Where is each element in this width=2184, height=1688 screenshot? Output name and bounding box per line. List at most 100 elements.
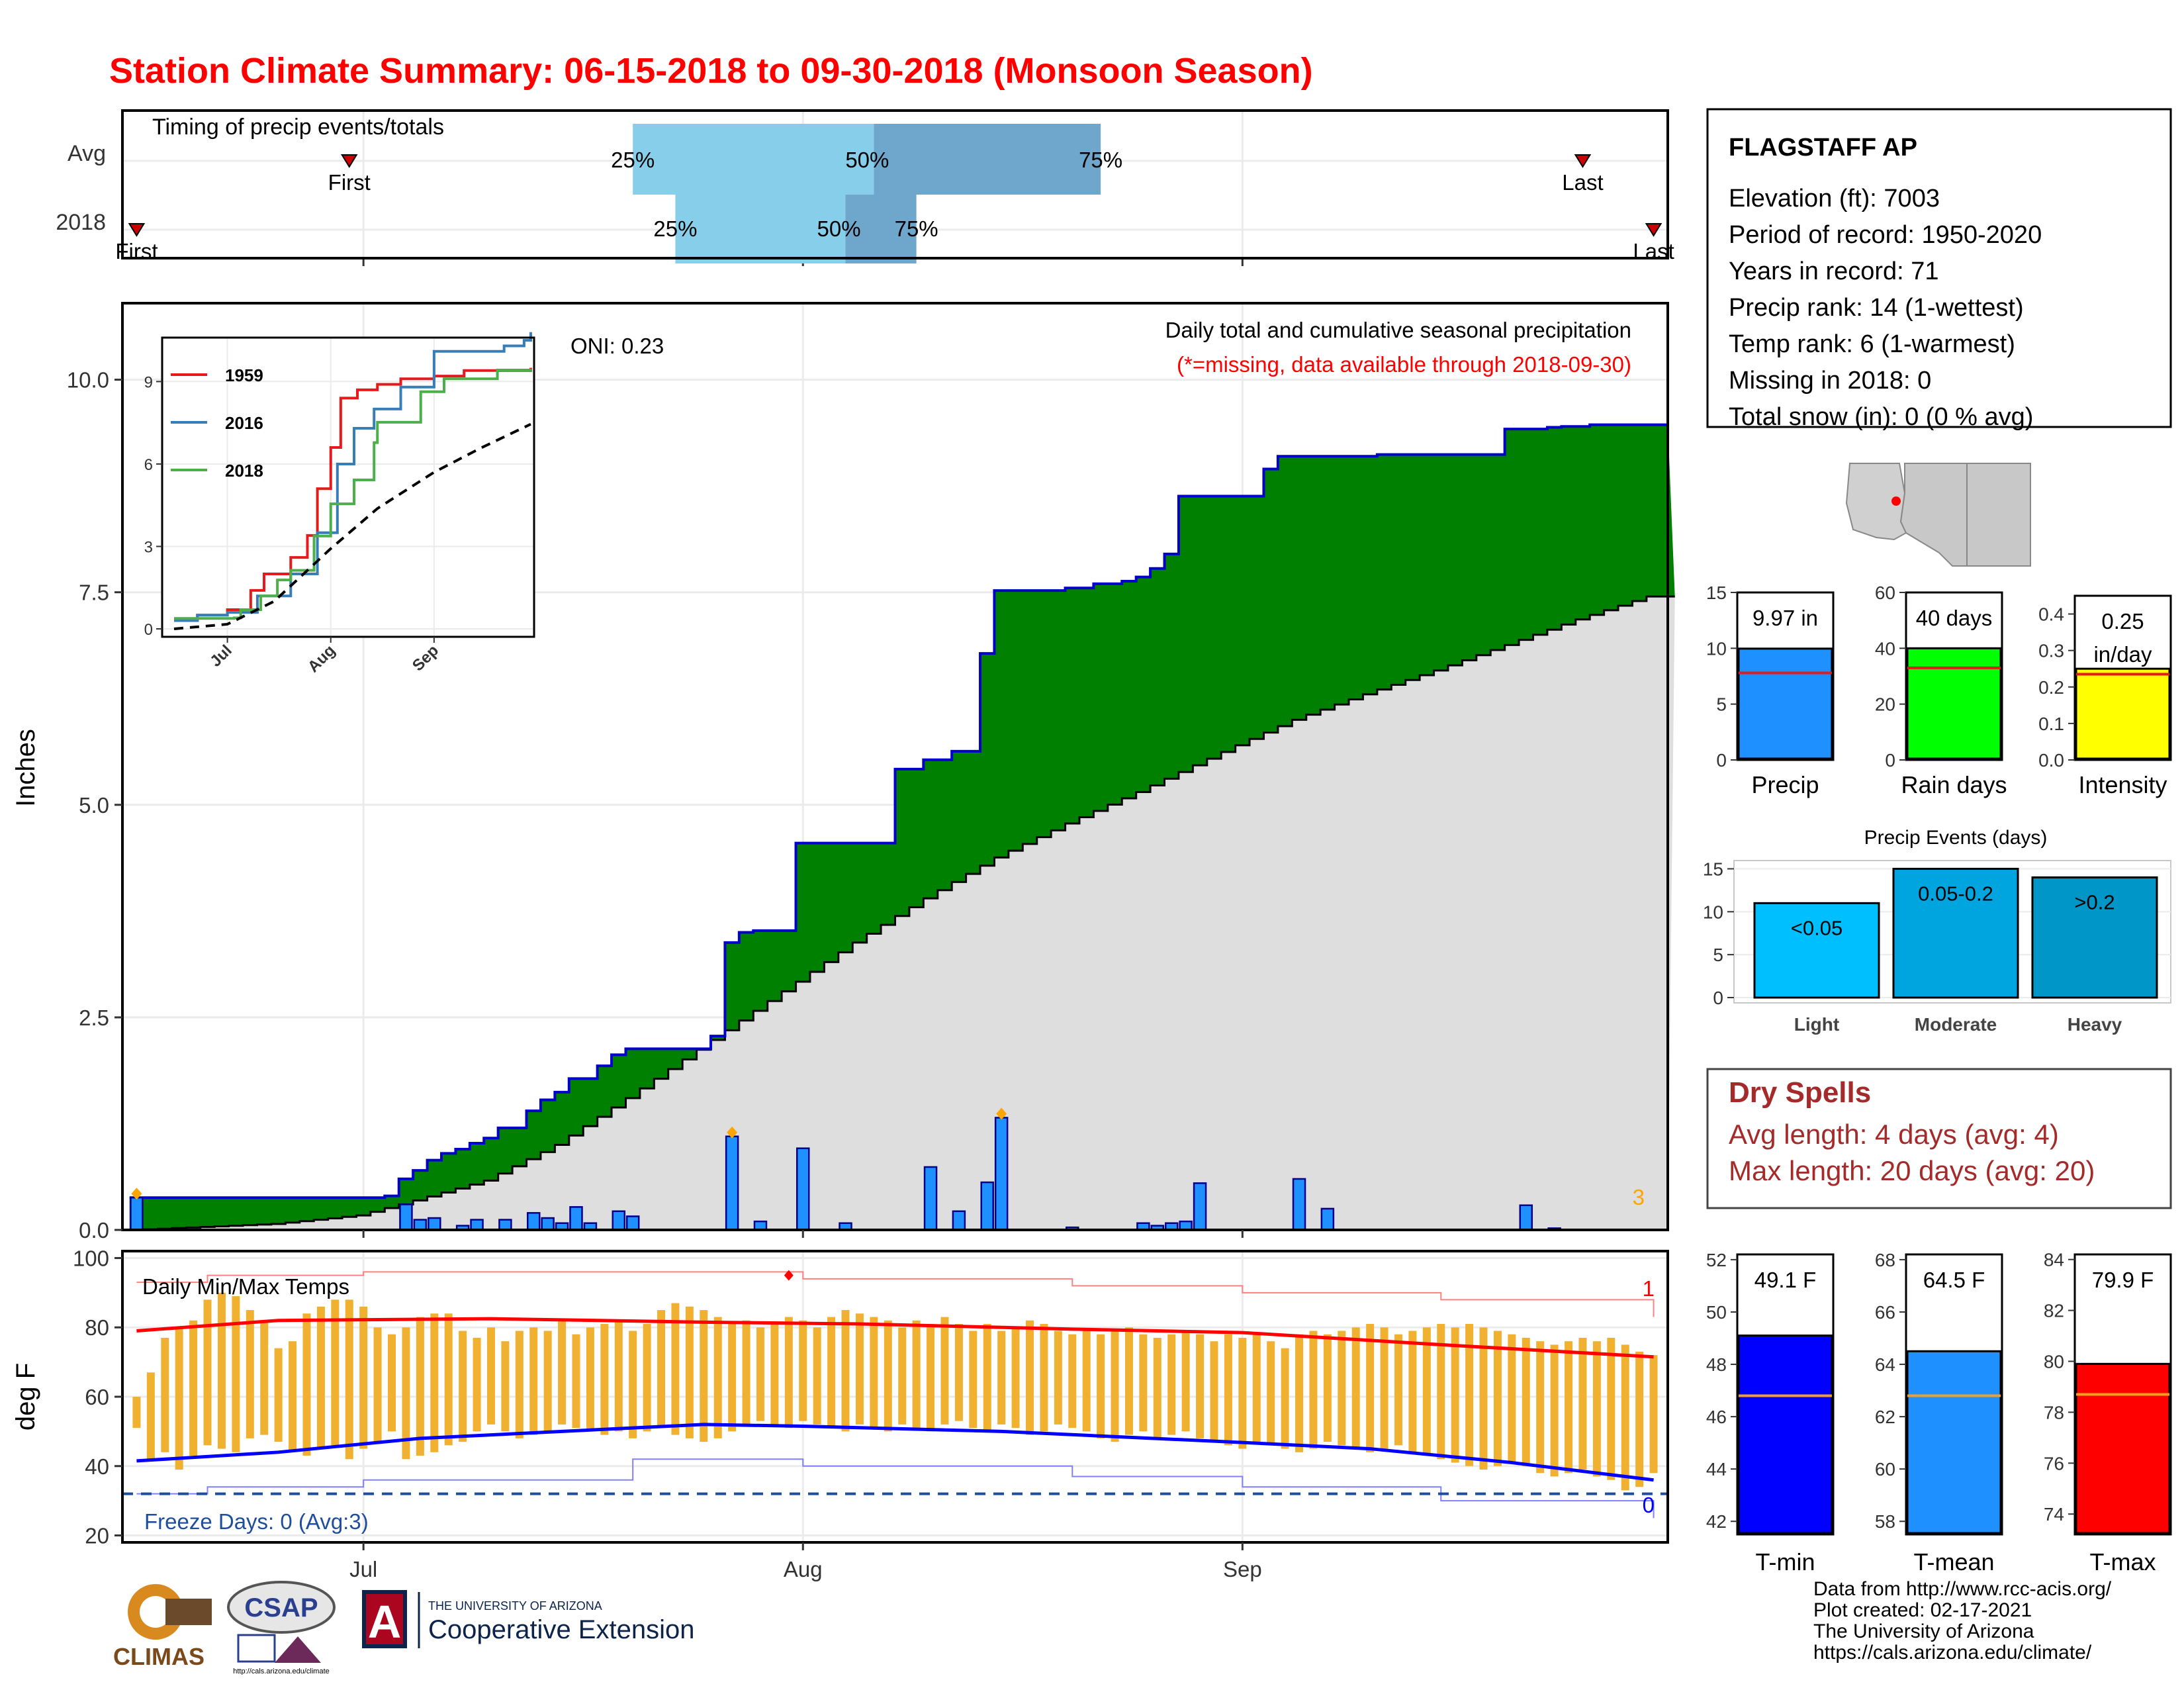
temp-range-bar-73 <box>1167 1334 1176 1435</box>
events-bar-label-2: >0.2 <box>2074 890 2115 914</box>
temp-range-bar-63 <box>1026 1320 1034 1435</box>
station-info: FLAGSTAFF AP Elevation (ft): 7003 Period… <box>1706 108 2172 431</box>
timing-box-avg-25-50 <box>633 124 874 195</box>
temp-range-bar-5 <box>203 1299 212 1446</box>
temp-range-bar-67 <box>1082 1331 1091 1432</box>
events-bar-1 <box>1892 867 2019 999</box>
timing-p75-avg: 75% <box>1079 148 1122 172</box>
timing-last-marker-y2018 <box>1645 223 1662 237</box>
temp-gauge-ytick-label-0-1: 44 <box>1706 1459 1727 1479</box>
temp-record-max-line <box>136 1271 1655 1317</box>
station-line-4: Temp rank: 6 (1-warmest) <box>1729 330 2015 358</box>
temp-range-bar-44 <box>756 1327 764 1421</box>
csap-logo: CSAP http://cals.arizona.edu/climate <box>227 1581 336 1675</box>
temp-range-bar-17 <box>373 1327 382 1442</box>
csap-mountain-icon <box>275 1636 321 1663</box>
temp-gauge-ytick-label-1-5: 68 <box>1875 1250 1895 1270</box>
gauge-value-0: 9.97 in <box>1752 606 1818 630</box>
timing-row-2018: 2018 <box>56 210 106 235</box>
inset-avg-series <box>173 422 531 630</box>
precip-ytick-label-4: 10.0 <box>67 368 109 393</box>
temp-range-bar-6 <box>217 1292 226 1449</box>
temp-range-bar-99 <box>1536 1341 1545 1474</box>
legend-1959: 1959 <box>225 365 263 385</box>
precip-marker-1 <box>727 1126 738 1139</box>
temp-range-bar-36 <box>643 1324 651 1432</box>
temp-range-bar-24 <box>473 1337 481 1432</box>
temp-range-bar-82 <box>1295 1334 1304 1452</box>
temp-gauge-ytick-label-2-0: 74 <box>2044 1504 2064 1524</box>
precip-daily-bar-16 <box>796 1147 810 1231</box>
station-name: FLAGSTAFF AP <box>1729 134 1917 162</box>
temp-range-bar-81 <box>1281 1348 1289 1449</box>
map-new-mexico <box>1899 463 2031 567</box>
temp-record-min-line <box>136 1458 1655 1519</box>
temp-range-bar-7 <box>232 1296 240 1452</box>
temp-range-bar-74 <box>1181 1331 1190 1432</box>
temp-range-bar-31 <box>572 1334 580 1429</box>
temp-panel: 20 40 60 80 100 deg F Daily Min/Max Temps Fr… <box>11 1246 1669 1581</box>
temp-range-bar-85 <box>1338 1331 1346 1446</box>
dry-title: Dry Spells <box>1729 1076 1871 1109</box>
temp-range-bar-38 <box>671 1303 680 1435</box>
temp-range-bar-75 <box>1196 1334 1205 1438</box>
gauge-ytick-label-1-2: 40 <box>1875 638 1895 659</box>
page-title: Station Climate Summary: 06-15-2018 to 0… <box>109 51 1313 91</box>
temp-gauges: 42 44 46 48 50 52 49.1 F T-min 58 60 62 64 66 68 64.5 … <box>1706 1250 2172 1575</box>
temp-range-bar-33 <box>600 1324 609 1435</box>
precip-ytick-label-0: 0.0 <box>79 1218 109 1243</box>
events-category-0: Light <box>1794 1014 1839 1035</box>
temp-range-bar-66 <box>1068 1334 1077 1429</box>
temp-label: Daily Min/Max Temps <box>142 1274 349 1299</box>
temp-gauge-value-1: 64.5 F <box>1923 1268 1985 1292</box>
precip-daily-bar-2 <box>413 1219 428 1231</box>
legend-2018: 2018 <box>225 461 263 481</box>
gauge-bar-1 <box>1906 647 2002 760</box>
station-line-0: Elevation (ft): 7003 <box>1729 185 1940 212</box>
temp-range-bar-25 <box>486 1327 495 1425</box>
inset-ytick-label-0: 0 <box>144 621 153 639</box>
temp-range-bar-104 <box>1607 1337 1615 1480</box>
timing-first-marker-avg <box>340 154 358 168</box>
temp-range-bar-56 <box>927 1324 935 1432</box>
temp-gauge-ytick-label-1-1: 60 <box>1875 1459 1895 1479</box>
temp-range-bar-57 <box>940 1317 949 1425</box>
temp-range-bar-91 <box>1422 1327 1431 1456</box>
timing-box-avg-50-75 <box>874 124 1101 195</box>
inset-ytick-label-3: 9 <box>144 373 153 391</box>
precip-daily-bar-27 <box>1193 1182 1207 1231</box>
temp-gauge-label-2: T-max <box>2089 1548 2156 1575</box>
temp-range-bar-84 <box>1323 1334 1332 1442</box>
csap-cloud-icon <box>227 1581 336 1634</box>
precip-daily-bar-0 <box>130 1196 144 1231</box>
ua-logo: A THE UNIVERSITY OF ARIZONA Cooperative … <box>362 1590 694 1648</box>
legend-2016: 2016 <box>225 413 263 433</box>
gauge-label-2: Intensity <box>2078 771 2167 798</box>
temp-gauge-bar-0 <box>1737 1335 1833 1534</box>
temp-ytick-label-2: 60 <box>85 1385 109 1409</box>
inset-ytick-label-2: 6 <box>144 456 153 474</box>
temp-range-bar-0 <box>132 1397 141 1429</box>
precip-surplus-area <box>129 424 1675 1231</box>
timing-last-label-avg: Last <box>1562 170 1603 195</box>
temp-range-bar-59 <box>969 1331 978 1429</box>
inset-series-2016 <box>174 332 532 622</box>
temp-range-bar-55 <box>912 1320 921 1429</box>
gauge-bar-2 <box>2075 667 2171 760</box>
precip-corner-count: 3 <box>1633 1185 1645 1209</box>
precip-daily-bar-14 <box>725 1135 739 1231</box>
precip-daily-bar-12 <box>612 1210 626 1231</box>
temp-gauge-value-0: 49.1 F <box>1754 1268 1817 1292</box>
precip-daily-bar-18 <box>923 1166 938 1231</box>
precip-daily-bar-6 <box>498 1219 512 1231</box>
station-line-6: Total snow (in): 0 (0 % avg) <box>1729 403 2033 431</box>
precip-daily-bar-3 <box>428 1217 441 1231</box>
temp-range-bar-89 <box>1394 1334 1402 1446</box>
temp-range-bar-29 <box>543 1331 552 1432</box>
gauge-ytick-label-2-2: 0.2 <box>2038 677 2064 698</box>
temp-gauge-label-0: T-min <box>1756 1548 1815 1575</box>
temp-range-bar-27 <box>515 1331 523 1438</box>
precip-marker-2 <box>996 1107 1007 1120</box>
climas-text: CLIMAS <box>113 1643 205 1670</box>
